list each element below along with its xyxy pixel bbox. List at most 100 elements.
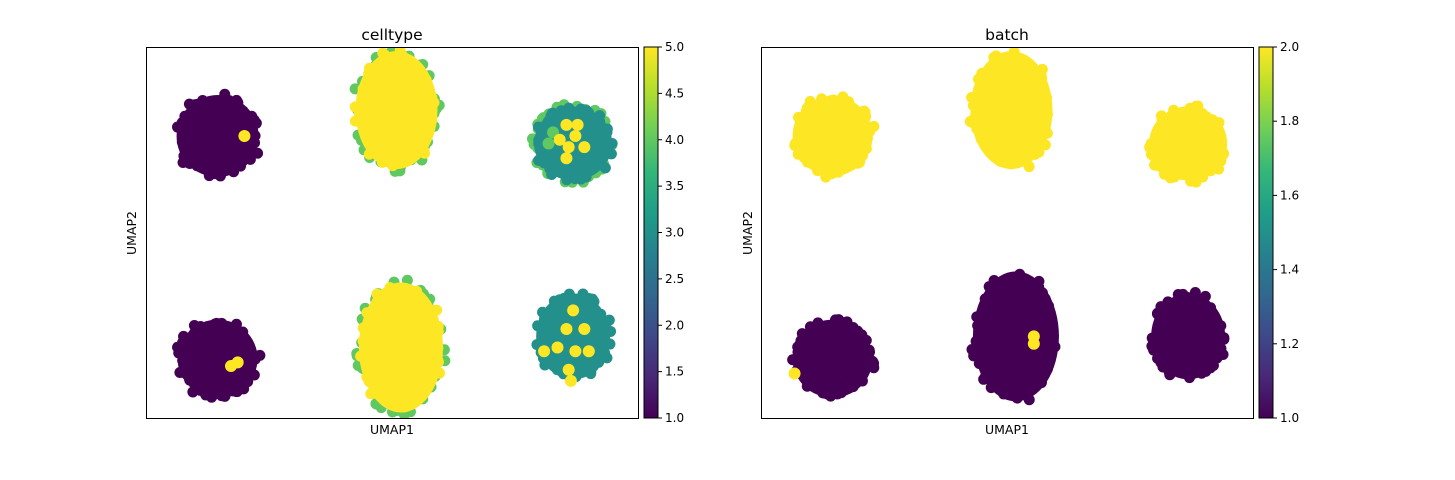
point xyxy=(411,300,423,312)
point xyxy=(384,336,396,348)
point xyxy=(422,81,434,93)
point xyxy=(966,343,978,355)
point xyxy=(423,380,435,392)
point xyxy=(1181,291,1193,303)
highlighted-point xyxy=(1144,141,1157,154)
point xyxy=(995,379,1007,391)
point xyxy=(551,310,563,322)
point xyxy=(206,165,218,177)
point xyxy=(1002,127,1014,139)
colorbar-tick-label: 1.2 xyxy=(1280,337,1299,351)
scatter-plot-area xyxy=(787,47,1230,406)
point xyxy=(1183,368,1195,380)
point xyxy=(397,401,409,413)
chart-title: batch xyxy=(985,26,1029,44)
point xyxy=(1152,352,1164,364)
point xyxy=(1025,125,1037,137)
point xyxy=(858,105,870,117)
point xyxy=(972,73,984,85)
highlighted-point xyxy=(231,356,244,369)
point xyxy=(415,138,427,150)
highlighted-point xyxy=(569,130,582,143)
colorbar-gradient xyxy=(1258,46,1274,419)
point xyxy=(235,143,247,155)
point xyxy=(201,131,213,143)
point xyxy=(794,120,806,132)
highlighted-point xyxy=(562,141,575,154)
colorbar-tick-label: 1.6 xyxy=(1280,188,1299,202)
point xyxy=(173,347,185,359)
highlighted-point xyxy=(569,345,582,358)
point xyxy=(390,90,402,102)
point xyxy=(408,287,420,299)
point xyxy=(585,162,597,174)
point xyxy=(222,161,234,173)
point xyxy=(381,150,393,162)
point xyxy=(810,379,822,391)
point xyxy=(1023,394,1035,406)
cluster xyxy=(966,268,1061,406)
point xyxy=(357,335,369,347)
point xyxy=(588,113,600,125)
point xyxy=(420,354,432,366)
point xyxy=(194,337,206,349)
point xyxy=(554,294,566,306)
colorbar-tick-label: 1.8 xyxy=(1280,114,1299,128)
point xyxy=(1021,135,1033,147)
point xyxy=(187,386,199,398)
point xyxy=(1010,86,1022,98)
point xyxy=(1171,158,1183,170)
point xyxy=(387,136,399,148)
point xyxy=(1177,150,1189,162)
point xyxy=(1213,344,1225,356)
point xyxy=(1005,74,1017,86)
point xyxy=(406,139,418,151)
point xyxy=(396,49,408,61)
point xyxy=(1001,91,1013,103)
point xyxy=(856,329,868,341)
point xyxy=(371,296,383,308)
point xyxy=(985,290,997,302)
point xyxy=(413,382,425,394)
point xyxy=(198,376,210,388)
point xyxy=(1018,55,1030,67)
point xyxy=(857,368,869,380)
highlighted-point xyxy=(578,141,591,154)
point xyxy=(1168,171,1180,183)
point xyxy=(349,101,361,113)
point xyxy=(364,328,376,340)
point xyxy=(587,360,599,372)
point xyxy=(426,305,438,317)
point xyxy=(563,169,575,181)
colorbar: 1.0 1.5 2.0 2.5 3.0 3.5 4.0 4.5 5.0 xyxy=(643,40,684,425)
point xyxy=(198,122,210,134)
colorbar-tick-label: 1.4 xyxy=(1280,263,1299,277)
point xyxy=(349,115,361,127)
point xyxy=(838,129,850,141)
point xyxy=(1161,330,1173,342)
point xyxy=(397,98,409,110)
point xyxy=(1023,161,1035,173)
point xyxy=(386,66,398,78)
batch-panel: batch UMAP1 UMAP2 1.0 1.2 1.4 1.6 1.8 2.0 xyxy=(740,26,1299,437)
point xyxy=(1033,275,1045,287)
point xyxy=(421,106,433,118)
point xyxy=(411,334,423,346)
point xyxy=(975,133,987,145)
point xyxy=(195,108,207,120)
point xyxy=(221,381,233,393)
point xyxy=(221,123,233,135)
highlighted-point xyxy=(582,345,595,358)
point xyxy=(1161,127,1173,139)
highlighted-point xyxy=(542,137,555,150)
point xyxy=(427,345,439,357)
point xyxy=(985,382,997,394)
point xyxy=(868,120,880,132)
point xyxy=(195,158,207,170)
point xyxy=(837,94,849,106)
point xyxy=(830,338,842,350)
point xyxy=(572,172,584,184)
highlighted-point xyxy=(553,133,566,146)
point xyxy=(362,118,374,130)
point xyxy=(540,311,552,323)
